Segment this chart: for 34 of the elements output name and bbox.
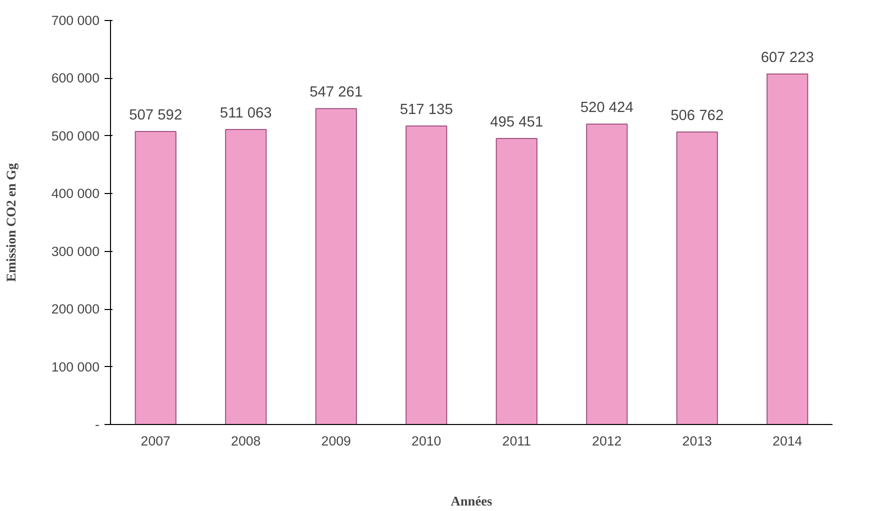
y-axis-title: Emission CO2 en Gg xyxy=(3,162,18,282)
y-tick-label: 700 000 xyxy=(51,13,100,28)
x-tick-label: 2008 xyxy=(231,434,261,448)
y-tick-label: 500 000 xyxy=(51,128,100,144)
x-tick-label: 2009 xyxy=(321,434,351,448)
y-tick-label: 600 000 xyxy=(51,70,100,86)
data-label: 520 424 xyxy=(580,100,634,116)
y-tick-label: 400 000 xyxy=(51,186,100,202)
data-label: 507 592 xyxy=(129,108,182,124)
x-tick-label: 2011 xyxy=(502,434,531,448)
bar xyxy=(586,124,628,424)
data-label: 607 223 xyxy=(760,50,814,66)
bar xyxy=(406,126,448,424)
data-label: 517 135 xyxy=(400,102,453,118)
x-tick-label: 2012 xyxy=(592,434,622,448)
bar xyxy=(315,108,357,424)
bar xyxy=(676,132,718,424)
data-label: 495 451 xyxy=(490,114,544,131)
x-tick-label: 2014 xyxy=(772,434,803,448)
y-tick-label: 100 000 xyxy=(51,359,100,374)
data-label: 547 261 xyxy=(310,84,363,101)
bar xyxy=(134,131,176,424)
x-tick-label: 2007 xyxy=(140,434,170,448)
data-label: 511 063 xyxy=(220,106,272,122)
x-axis-title: Années xyxy=(450,494,492,508)
y-tick-label: 300 000 xyxy=(51,244,100,259)
bar xyxy=(496,138,538,424)
x-tick-label: 2010 xyxy=(412,434,442,448)
y-tick-label: 200 000 xyxy=(51,302,100,317)
bar xyxy=(225,129,267,424)
data-label: 506 762 xyxy=(670,108,724,124)
x-tick-label: 2013 xyxy=(682,434,712,448)
bar xyxy=(766,74,808,424)
y-tick-label: - xyxy=(95,417,100,432)
